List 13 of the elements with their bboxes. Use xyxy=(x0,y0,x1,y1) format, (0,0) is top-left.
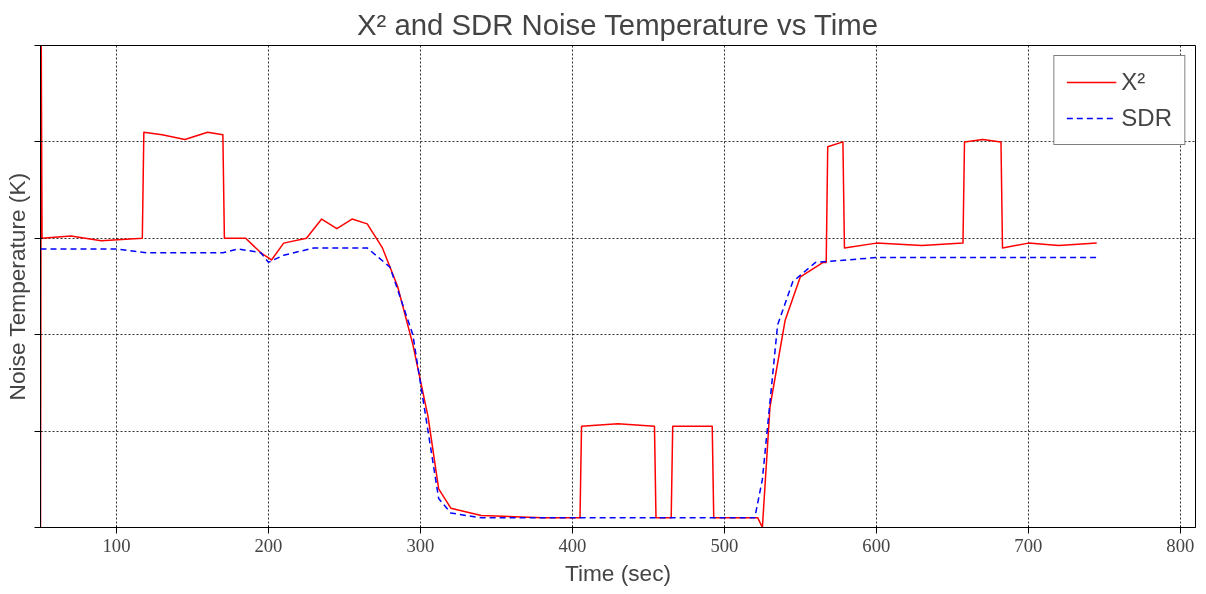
x-tick-label: 100 xyxy=(102,534,131,556)
x-axis-title: Time (sec) xyxy=(564,559,672,586)
y-axis-title: Noise Temperature (K) xyxy=(3,172,30,401)
chart-title: X² and SDR Noise Temperature vs Time xyxy=(356,7,878,41)
x-tick-label: 500 xyxy=(710,534,739,556)
legend-label: X² xyxy=(1121,68,1146,96)
x-tick-label: 200 xyxy=(254,534,283,556)
x-tick-label: 300 xyxy=(406,534,435,556)
x-tick-label: 600 xyxy=(862,534,891,556)
x-tick-label: 800 xyxy=(1166,534,1195,556)
x-tick-label: 400 xyxy=(558,534,587,556)
x-tick-label: 700 xyxy=(1014,534,1043,556)
legend-label: SDR xyxy=(1121,104,1172,132)
